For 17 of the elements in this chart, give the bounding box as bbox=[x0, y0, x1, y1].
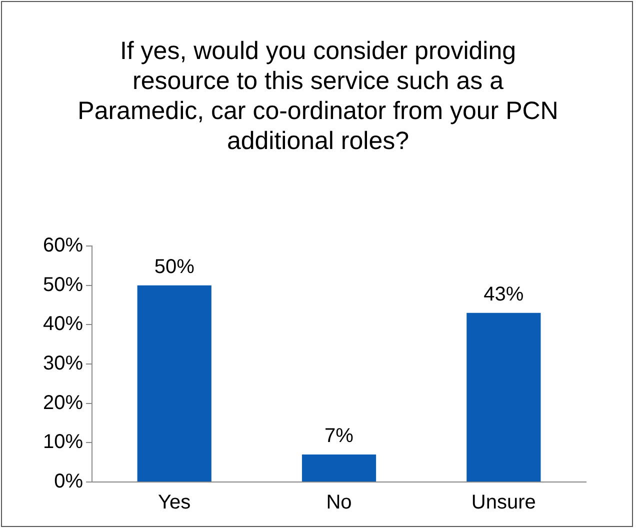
data-label: 7% bbox=[324, 424, 354, 447]
y-tick-label: 40% bbox=[43, 313, 84, 336]
y-tick-label: 0% bbox=[54, 470, 84, 493]
data-label: 50% bbox=[154, 256, 195, 278]
bar bbox=[466, 312, 541, 482]
y-tick-label: 10% bbox=[43, 431, 84, 454]
x-tick-label: Unsure bbox=[471, 492, 536, 514]
bar bbox=[137, 285, 212, 482]
data-label: 43% bbox=[484, 283, 524, 306]
x-tick-label: No bbox=[326, 492, 352, 514]
x-tick-label: Yes bbox=[158, 492, 191, 514]
y-tick-label: 60% bbox=[43, 234, 84, 257]
y-tick-label: 50% bbox=[43, 274, 84, 296]
y-tick-label: 30% bbox=[43, 352, 84, 375]
bar bbox=[302, 454, 376, 482]
y-tick-label: 20% bbox=[43, 392, 84, 414]
chart-title: If yes, would you consider providing resource to this service such as a Paramedic, car co-ordinator from your PCN additional roles? bbox=[76, 36, 560, 156]
